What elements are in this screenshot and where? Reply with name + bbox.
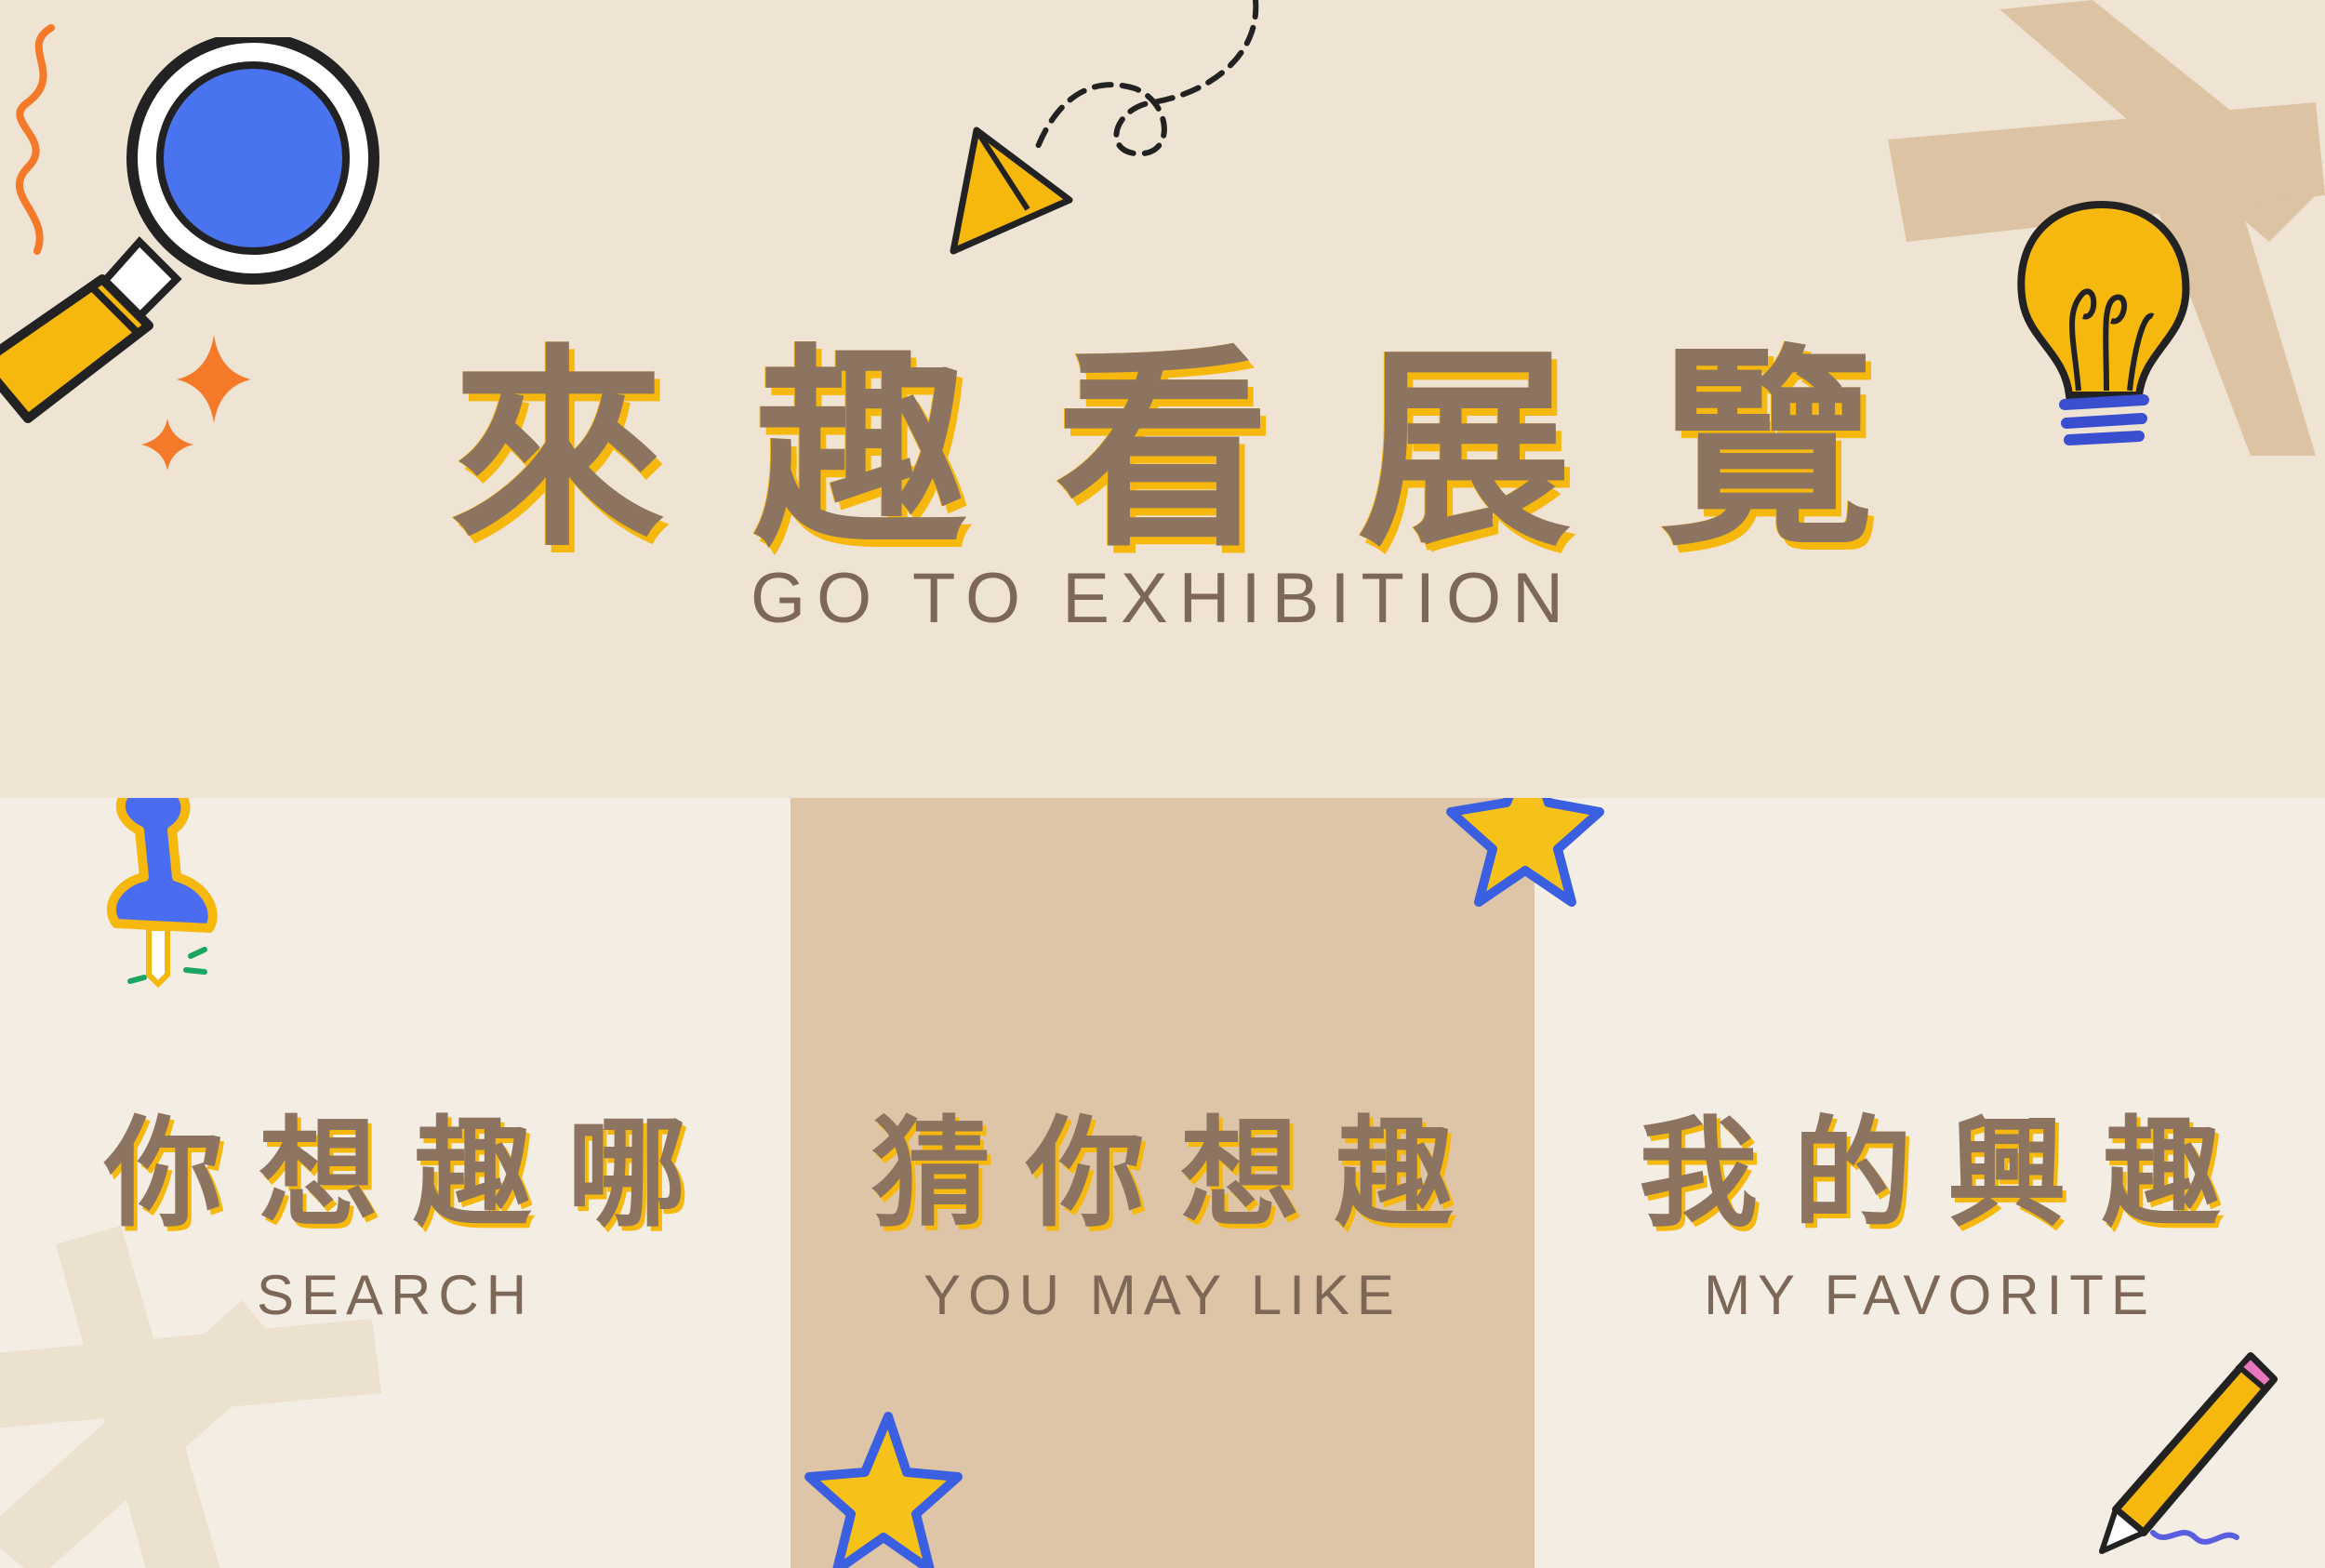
paper-plane-icon — [950, 0, 1259, 255]
search-card-label: SEARCH — [256, 1264, 535, 1326]
search-card[interactable]: 你想趣哪 SEARCH — [0, 798, 790, 1568]
you-may-like-card-label: YOU MAY LIKE — [923, 1264, 1402, 1326]
navigation-cards: 你想趣哪 SEARCH 猜你想趣 YOU MAY LIKE 我的興趣 MY FA… — [0, 798, 2325, 1568]
search-card-title: 你想趣哪 — [103, 1105, 722, 1243]
you-may-like-card-title: 猜你想趣 — [870, 1105, 1489, 1243]
hero-section: 來趣看展覽 GO TO EXHIBITION — [0, 0, 2325, 798]
pushpin-icon — [106, 798, 218, 989]
pencil-icon — [2099, 1351, 2278, 1554]
page-title: 來趣看展覽 — [450, 327, 1962, 576]
my-favorite-card[interactable]: 我的興趣 MY FAVORITE — [1534, 798, 2325, 1568]
page-subtitle: GO TO EXHIBITION — [751, 559, 1574, 638]
my-favorite-card-label: MY FAVORITE — [1704, 1264, 2156, 1326]
you-may-like-card[interactable]: 猜你想趣 YOU MAY LIKE — [790, 798, 1534, 1568]
squiggle-decoration-icon — [16, 24, 55, 255]
my-favorite-card-title: 我的興趣 — [1638, 1105, 2256, 1243]
star-icon — [804, 1412, 963, 1568]
